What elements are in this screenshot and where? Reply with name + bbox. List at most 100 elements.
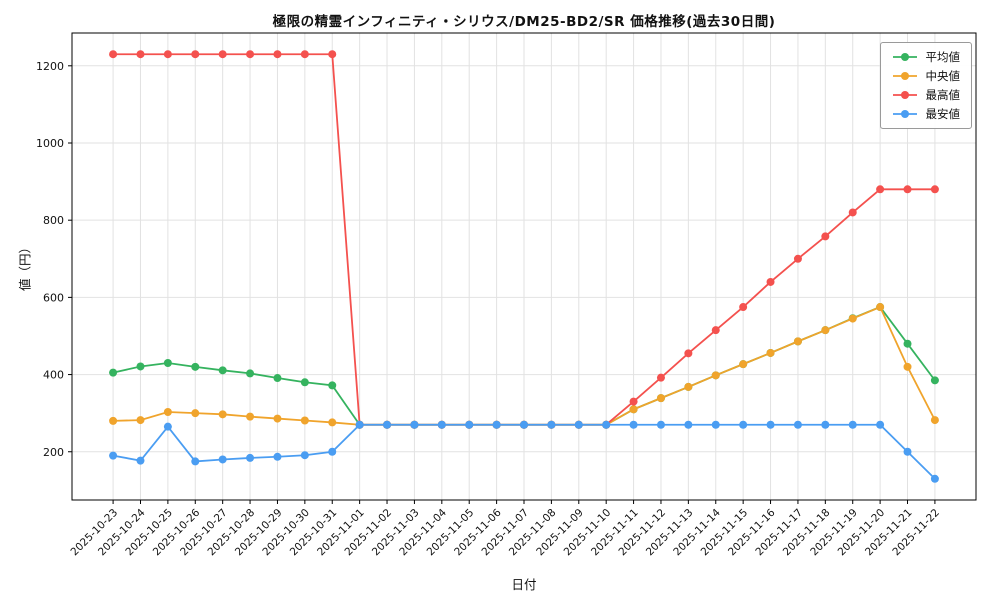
data-point-marker: [383, 420, 392, 429]
data-point-marker: [876, 303, 885, 312]
data-point-marker: [930, 474, 939, 483]
y-tick-label: 1000: [36, 137, 64, 150]
data-point-marker: [793, 254, 802, 263]
legend-item-1: 中央値: [892, 69, 961, 83]
data-point-marker: [109, 416, 118, 425]
data-point-marker: [876, 185, 885, 194]
data-point-marker: [191, 457, 200, 466]
data-point-marker: [218, 410, 227, 419]
data-point-marker: [163, 422, 172, 431]
legend-item-3: 最安値: [892, 107, 961, 121]
data-point-marker: [300, 416, 309, 425]
data-point-marker: [300, 378, 309, 387]
data-point-marker: [300, 50, 309, 59]
data-point-marker: [437, 420, 446, 429]
data-point-marker: [218, 366, 227, 375]
data-point-marker: [739, 303, 748, 312]
data-point-marker: [848, 208, 857, 217]
data-point-marker: [629, 420, 638, 429]
data-point-marker: [903, 339, 912, 348]
data-point-marker: [766, 420, 775, 429]
data-point-marker: [629, 405, 638, 414]
data-point-marker: [739, 420, 748, 429]
series-3: [109, 420, 939, 483]
data-point-marker: [793, 420, 802, 429]
data-point-marker: [136, 362, 145, 371]
data-point-marker: [410, 420, 419, 429]
legend-line-marker-icon: [892, 110, 917, 118]
legend-label: 最高値: [925, 88, 961, 102]
data-point-marker: [766, 277, 775, 286]
legend-line-marker-icon: [892, 91, 917, 99]
data-point-marker: [766, 348, 775, 357]
legend-item-0: 平均値: [892, 51, 960, 63]
data-point-marker: [930, 185, 939, 194]
y-tick-label: 1200: [36, 60, 64, 73]
x-axis-label: 日付: [511, 577, 537, 592]
data-point-marker: [656, 394, 665, 403]
data-point-marker: [465, 420, 474, 429]
data-point-marker: [300, 451, 309, 460]
data-point-marker: [711, 371, 720, 380]
data-point-marker: [520, 420, 528, 429]
data-point-marker: [136, 416, 145, 425]
data-point-marker: [656, 373, 665, 382]
data-point-marker: [602, 420, 611, 429]
data-point-marker: [711, 420, 720, 429]
legend-label: 最安値: [925, 107, 961, 121]
y-axis-label: 値（円）: [17, 240, 33, 292]
data-point-marker: [903, 362, 912, 371]
data-point-marker: [109, 50, 118, 59]
data-point-marker: [163, 408, 172, 417]
data-point-marker: [136, 50, 145, 59]
data-point-marker: [273, 452, 282, 461]
data-point-marker: [930, 376, 939, 385]
legend: 平均値中央値最高値最安値: [879, 42, 972, 129]
data-point-marker: [191, 409, 200, 418]
data-point-marker: [930, 416, 939, 425]
data-point-marker: [246, 50, 255, 59]
data-point-marker: [684, 420, 693, 429]
data-point-marker: [848, 314, 857, 323]
legend-label: 中央値: [925, 69, 961, 83]
data-point-marker: [684, 349, 693, 358]
data-point-marker: [821, 420, 830, 429]
data-point-marker: [355, 420, 364, 429]
data-point-marker: [903, 447, 912, 456]
data-point-marker: [109, 368, 118, 377]
data-point-marker: [739, 360, 748, 369]
data-point-marker: [191, 362, 200, 371]
data-point-marker: [876, 420, 885, 429]
data-point-marker: [328, 447, 337, 456]
y-tick-label: 600: [43, 291, 64, 304]
data-point-marker: [109, 451, 118, 460]
axis-ticks: 200400600800100012002025-10-232025-10-24…: [36, 60, 942, 558]
data-point-marker: [328, 381, 337, 390]
data-point-marker: [218, 50, 227, 59]
data-point-marker: [273, 50, 282, 59]
data-point-marker: [684, 382, 693, 391]
data-point-marker: [273, 414, 282, 423]
data-point-marker: [191, 50, 200, 59]
data-point-marker: [136, 456, 145, 465]
grid-lines: [72, 33, 976, 500]
data-point-marker: [821, 232, 830, 241]
data-point-marker: [574, 420, 583, 429]
data-point-marker: [793, 337, 802, 346]
data-point-marker: [492, 420, 501, 429]
data-point-marker: [328, 418, 337, 427]
data-point-marker: [246, 453, 255, 462]
y-tick-label: 400: [43, 369, 64, 382]
data-point-marker: [328, 50, 337, 59]
y-tick-label: 200: [43, 446, 64, 459]
legend-item-2: 最高値: [892, 88, 961, 102]
data-point-marker: [903, 185, 912, 194]
data-point-marker: [629, 397, 638, 406]
y-tick-label: 800: [43, 214, 64, 227]
data-point-marker: [711, 326, 720, 335]
legend-line-marker-icon: [892, 53, 917, 61]
legend-line-marker-icon: [892, 72, 917, 80]
data-point-marker: [821, 326, 830, 335]
